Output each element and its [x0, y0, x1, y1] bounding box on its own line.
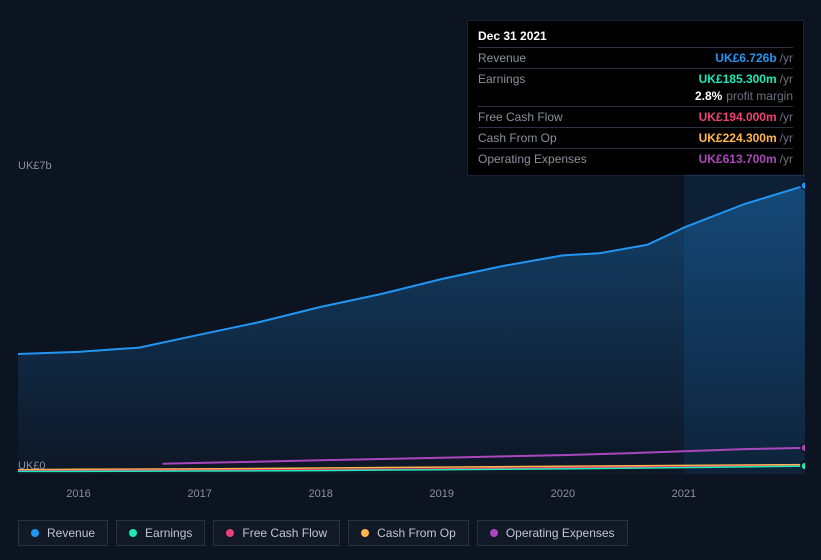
legend: Revenue Earnings Free Cash Flow Cash From O… — [18, 520, 628, 546]
series-marker — [801, 182, 805, 190]
legend-item[interactable]: Cash From Op — [348, 520, 469, 546]
legend-label: Revenue — [47, 526, 95, 540]
legend-label: Operating Expenses — [506, 526, 615, 540]
x-tick-label: 2020 — [551, 488, 575, 500]
legend-dot-icon — [129, 529, 137, 537]
tooltip-row-value: UK£185.300m — [699, 72, 777, 86]
line-chart: UK£7b UK£0 201620172018201920202021 — [18, 160, 805, 480]
legend-label: Free Cash Flow — [242, 526, 327, 540]
legend-dot-icon — [490, 529, 498, 537]
legend-dot-icon — [31, 529, 39, 537]
tooltip-date: Dec 31 2021 — [478, 29, 793, 47]
tooltip-row-value: UK£224.300m — [699, 131, 777, 145]
tooltip-row: Earnings UK£185.300m/yr — [478, 68, 793, 89]
tooltip-row: Revenue UK£6.726b/yr — [478, 47, 793, 68]
legend-item[interactable]: Free Cash Flow — [213, 520, 340, 546]
x-axis: 2016 2017 2018 2019 2020 2021 — [18, 480, 805, 500]
y-axis-label-top: UK£7b — [18, 160, 52, 172]
x-tick-label: 2017 — [187, 488, 211, 500]
tooltip-row-label: Cash From Op — [478, 131, 557, 145]
legend-dot-icon — [226, 529, 234, 537]
tooltip-row-label: Free Cash Flow — [478, 110, 563, 124]
chart-tooltip: Dec 31 2021 Revenue UK£6.726b/yr Earnings U… — [467, 20, 804, 176]
plot-area[interactable] — [18, 174, 805, 474]
legend-item[interactable]: Operating Expenses — [477, 520, 628, 546]
tooltip-row: Cash From Op UK£224.300m/yr — [478, 127, 793, 148]
x-tick-label: 2019 — [430, 488, 454, 500]
x-tick-label: 2016 — [66, 488, 90, 500]
tooltip-row-label: Revenue — [478, 51, 526, 65]
series-marker — [801, 462, 805, 470]
tooltip-row-unit: /yr — [780, 131, 793, 145]
tooltip-row-label: Earnings — [478, 72, 525, 86]
tooltip-row-value: UK£6.726b — [715, 51, 776, 65]
tooltip-sub-text: profit margin — [726, 89, 793, 103]
legend-item[interactable]: Earnings — [116, 520, 205, 546]
legend-dot-icon — [361, 529, 369, 537]
tooltip-row-unit: /yr — [780, 51, 793, 65]
tooltip-row-value: UK£194.000m — [699, 110, 777, 124]
legend-label: Earnings — [145, 526, 192, 540]
tooltip-subrow: 2.8% profit margin — [478, 89, 793, 106]
legend-item[interactable]: Revenue — [18, 520, 108, 546]
tooltip-row: Free Cash Flow UK£194.000m/yr — [478, 106, 793, 127]
x-tick-label: 2018 — [308, 488, 332, 500]
x-tick-label: 2021 — [672, 488, 696, 500]
tooltip-row-unit: /yr — [780, 110, 793, 124]
tooltip-row-unit: /yr — [780, 72, 793, 86]
series-area-revenue — [18, 186, 805, 474]
tooltip-sub-pct: 2.8% — [695, 89, 722, 103]
legend-label: Cash From Op — [377, 526, 456, 540]
series-marker — [801, 444, 805, 452]
